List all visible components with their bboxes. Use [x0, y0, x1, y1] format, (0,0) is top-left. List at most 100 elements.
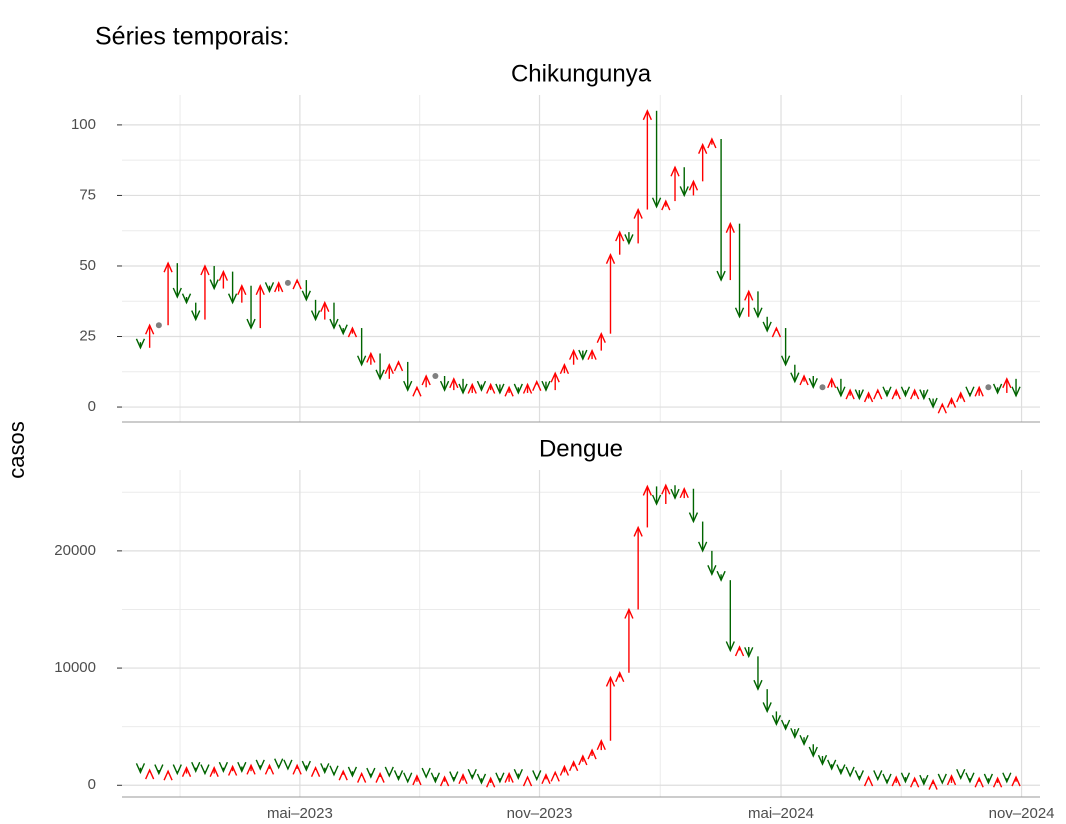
arrow-head: [458, 773, 468, 785]
arrow: [688, 488, 699, 524]
arrow-head: [670, 488, 680, 500]
arrow: [412, 774, 422, 786]
arrow-head: [274, 281, 284, 293]
arrow: [873, 770, 883, 782]
arrow: [698, 521, 708, 553]
arrow: [661, 483, 671, 504]
arrow-head: [651, 197, 662, 209]
arrow: [255, 759, 265, 771]
arrow: [568, 760, 579, 772]
arrow: [891, 775, 901, 787]
arrow-head: [827, 377, 837, 389]
arrow-head: [827, 759, 837, 771]
arrow-head: [725, 641, 735, 653]
arrow: [946, 396, 957, 408]
arrow: [845, 766, 855, 778]
arrow-head: [734, 307, 745, 319]
arrow-head: [578, 349, 588, 361]
arrow: [863, 391, 874, 403]
arrow-head: [679, 186, 689, 198]
arrow: [145, 323, 155, 348]
arrow: [780, 719, 791, 731]
arrow-head: [956, 768, 966, 780]
arrow: [329, 302, 339, 330]
arrow: [347, 326, 358, 338]
arrow: [458, 378, 468, 395]
arrow: [919, 389, 929, 401]
arrow-head: [532, 379, 542, 391]
arrow-head: [734, 645, 745, 657]
arrow-head: [403, 772, 413, 784]
arrow: [956, 391, 966, 403]
arrow: [439, 775, 450, 787]
arrow-head: [541, 380, 551, 392]
arrow: [1011, 378, 1021, 398]
arrow: [642, 109, 653, 210]
arrow: [384, 363, 394, 379]
arrow: [310, 299, 321, 322]
arrow-head: [679, 487, 689, 499]
y-tick-label: 0: [88, 398, 96, 415]
arrow-head: [559, 764, 570, 776]
arrow: [900, 772, 911, 784]
arrow: [550, 770, 560, 782]
arrow: [928, 397, 938, 409]
arrow: [827, 377, 837, 389]
arrow: [476, 380, 487, 392]
arrow: [799, 374, 809, 386]
arrow-head: [891, 388, 901, 400]
arrow-head: [790, 372, 800, 384]
arrow-head: [237, 761, 247, 773]
arrow: [541, 773, 551, 785]
arrow: [301, 760, 311, 772]
arrow: [522, 775, 533, 787]
arrow: [320, 300, 330, 320]
arrow: [679, 487, 689, 499]
arrow: [486, 382, 496, 394]
no-change-dot: [985, 384, 992, 391]
arrow: [421, 767, 431, 779]
arrow-head: [218, 269, 229, 281]
y-tick-label: 75: [79, 186, 96, 203]
arrow: [956, 768, 966, 780]
arrow-head: [651, 494, 662, 506]
arrow-head: [615, 230, 625, 242]
arrow-head: [873, 770, 883, 782]
arrow: [163, 769, 173, 781]
arrow: [209, 265, 219, 291]
y-tick-label: 100: [71, 116, 96, 133]
arrow-head: [605, 675, 616, 687]
arrow-head: [338, 324, 348, 336]
arrow: [181, 765, 192, 777]
arrow: [227, 271, 238, 305]
arrow-head: [393, 770, 404, 782]
arrow: [845, 388, 855, 400]
arrow: [292, 763, 302, 775]
arrow-head: [716, 270, 726, 282]
arrow: [532, 379, 542, 391]
arrow: [292, 278, 302, 290]
arrow: [992, 776, 1003, 788]
arrow: [513, 383, 523, 395]
arrow-head: [356, 771, 367, 783]
arrow: [356, 771, 367, 783]
arrow: [605, 675, 616, 741]
arrow-head: [919, 774, 929, 786]
arrow-head: [1002, 772, 1012, 784]
arrow-head: [688, 512, 699, 524]
arrow-head: [716, 570, 726, 582]
arrow-head: [596, 739, 606, 751]
arrow-head: [992, 776, 1003, 788]
arrow-head: [191, 761, 201, 773]
arrow-head: [587, 348, 597, 360]
arrow: [965, 386, 975, 398]
arrow: [707, 550, 717, 577]
arrow: [965, 772, 975, 784]
arrow: [200, 264, 210, 320]
arrow-head: [882, 773, 892, 785]
arrow-head: [522, 382, 533, 394]
arrow-head: [753, 679, 763, 691]
arrow: [163, 261, 173, 326]
arrow-head: [301, 290, 311, 302]
arrow-head: [513, 383, 523, 395]
